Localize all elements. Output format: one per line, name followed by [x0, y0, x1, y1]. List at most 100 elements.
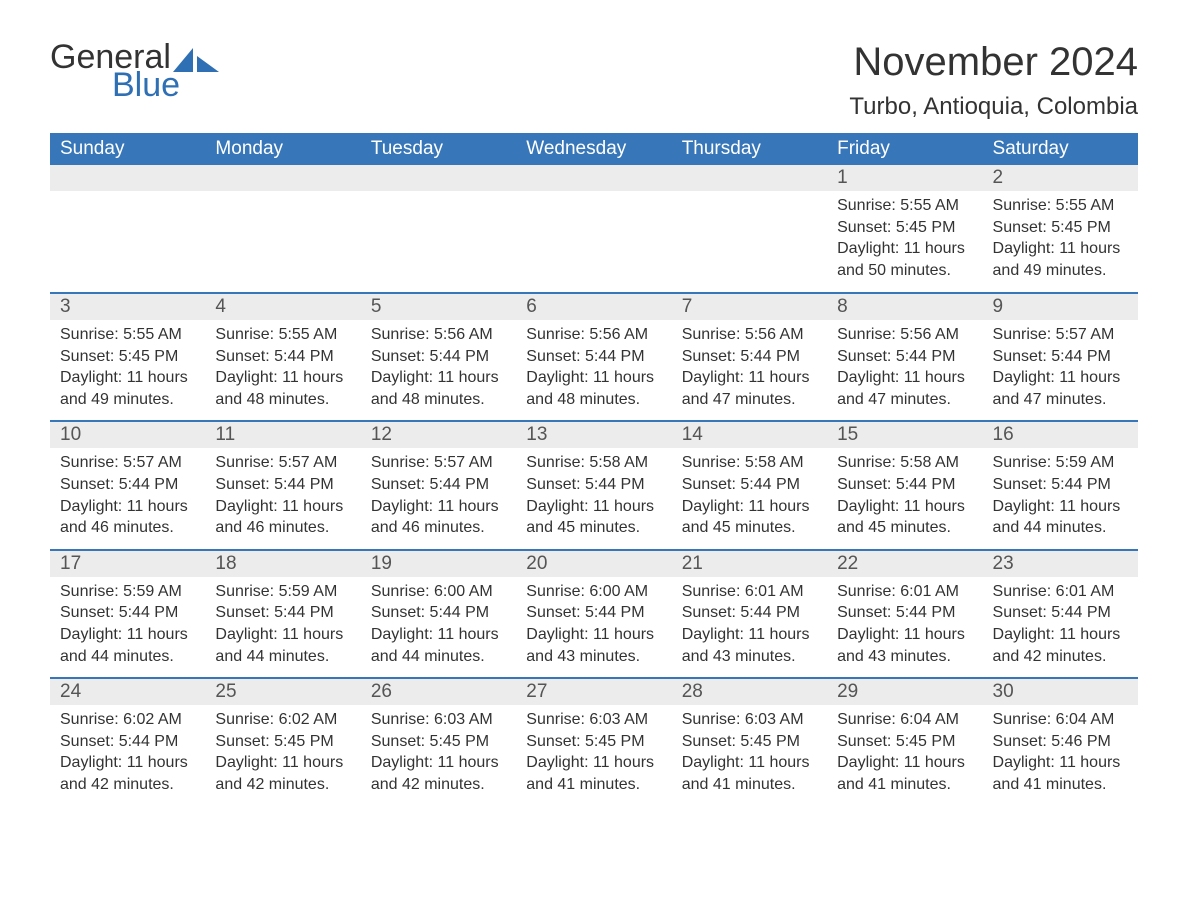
sunset-line: Sunset: 5:45 PM	[993, 217, 1128, 239]
day-cell: 16Sunrise: 5:59 AMSunset: 5:44 PMDayligh…	[983, 421, 1138, 549]
day-details: Sunrise: 6:03 AMSunset: 5:45 PMDaylight:…	[516, 705, 671, 805]
daylight-line: Daylight: 11 hours and 47 minutes.	[682, 367, 817, 410]
day-details: Sunrise: 6:04 AMSunset: 5:45 PMDaylight:…	[827, 705, 982, 805]
day-details: Sunrise: 6:03 AMSunset: 5:45 PMDaylight:…	[672, 705, 827, 805]
day-cell: 8Sunrise: 5:56 AMSunset: 5:44 PMDaylight…	[827, 293, 982, 421]
day-details: Sunrise: 6:03 AMSunset: 5:45 PMDaylight:…	[361, 705, 516, 805]
day-cell: 12Sunrise: 5:57 AMSunset: 5:44 PMDayligh…	[361, 421, 516, 549]
empty-cell	[672, 165, 827, 293]
day-details: Sunrise: 5:59 AMSunset: 5:44 PMDaylight:…	[983, 448, 1138, 548]
day-details: Sunrise: 5:56 AMSunset: 5:44 PMDaylight:…	[516, 320, 671, 420]
day-number: 23	[983, 551, 1138, 577]
day-number: 8	[827, 294, 982, 320]
sunrise-line: Sunrise: 6:04 AM	[837, 709, 972, 731]
dow-header-monday: Monday	[205, 133, 360, 165]
day-details: Sunrise: 5:57 AMSunset: 5:44 PMDaylight:…	[50, 448, 205, 548]
day-cell: 26Sunrise: 6:03 AMSunset: 5:45 PMDayligh…	[361, 678, 516, 806]
day-cell: 11Sunrise: 5:57 AMSunset: 5:44 PMDayligh…	[205, 421, 360, 549]
day-number	[205, 165, 360, 191]
day-details: Sunrise: 6:00 AMSunset: 5:44 PMDaylight:…	[516, 577, 671, 677]
day-cell: 29Sunrise: 6:04 AMSunset: 5:45 PMDayligh…	[827, 678, 982, 806]
sunset-line: Sunset: 5:44 PM	[993, 474, 1128, 496]
day-number	[672, 165, 827, 191]
sunset-line: Sunset: 5:45 PM	[682, 731, 817, 753]
day-number: 27	[516, 679, 671, 705]
day-cell: 30Sunrise: 6:04 AMSunset: 5:46 PMDayligh…	[983, 678, 1138, 806]
sunrise-line: Sunrise: 5:58 AM	[682, 452, 817, 474]
sunset-line: Sunset: 5:44 PM	[526, 602, 661, 624]
daylight-line: Daylight: 11 hours and 42 minutes.	[371, 752, 506, 795]
sunrise-line: Sunrise: 6:04 AM	[993, 709, 1128, 731]
day-cell: 2Sunrise: 5:55 AMSunset: 5:45 PMDaylight…	[983, 165, 1138, 293]
empty-cell	[205, 165, 360, 293]
daylight-line: Daylight: 11 hours and 45 minutes.	[682, 496, 817, 539]
day-details: Sunrise: 6:01 AMSunset: 5:44 PMDaylight:…	[983, 577, 1138, 677]
week-row: 3Sunrise: 5:55 AMSunset: 5:45 PMDaylight…	[50, 293, 1138, 421]
day-number: 10	[50, 422, 205, 448]
sunset-line: Sunset: 5:44 PM	[60, 731, 195, 753]
day-number: 1	[827, 165, 982, 191]
sunrise-line: Sunrise: 6:02 AM	[60, 709, 195, 731]
week-row: 1Sunrise: 5:55 AMSunset: 5:45 PMDaylight…	[50, 165, 1138, 293]
sunset-line: Sunset: 5:44 PM	[682, 602, 817, 624]
sunrise-line: Sunrise: 5:57 AM	[371, 452, 506, 474]
day-number: 20	[516, 551, 671, 577]
sunset-line: Sunset: 5:44 PM	[682, 346, 817, 368]
day-cell: 9Sunrise: 5:57 AMSunset: 5:44 PMDaylight…	[983, 293, 1138, 421]
sunset-line: Sunset: 5:44 PM	[837, 474, 972, 496]
sunset-line: Sunset: 5:44 PM	[526, 346, 661, 368]
day-cell: 20Sunrise: 6:00 AMSunset: 5:44 PMDayligh…	[516, 550, 671, 678]
sunrise-line: Sunrise: 5:59 AM	[993, 452, 1128, 474]
dow-header-wednesday: Wednesday	[516, 133, 671, 165]
empty-cell	[50, 165, 205, 293]
sunrise-line: Sunrise: 5:58 AM	[837, 452, 972, 474]
sunset-line: Sunset: 5:44 PM	[371, 602, 506, 624]
daylight-line: Daylight: 11 hours and 41 minutes.	[526, 752, 661, 795]
day-cell: 21Sunrise: 6:01 AMSunset: 5:44 PMDayligh…	[672, 550, 827, 678]
day-cell: 13Sunrise: 5:58 AMSunset: 5:44 PMDayligh…	[516, 421, 671, 549]
day-cell: 18Sunrise: 5:59 AMSunset: 5:44 PMDayligh…	[205, 550, 360, 678]
sunset-line: Sunset: 5:44 PM	[215, 602, 350, 624]
day-cell: 1Sunrise: 5:55 AMSunset: 5:45 PMDaylight…	[827, 165, 982, 293]
daylight-line: Daylight: 11 hours and 50 minutes.	[837, 238, 972, 281]
day-cell: 15Sunrise: 5:58 AMSunset: 5:44 PMDayligh…	[827, 421, 982, 549]
day-cell: 27Sunrise: 6:03 AMSunset: 5:45 PMDayligh…	[516, 678, 671, 806]
day-number: 4	[205, 294, 360, 320]
day-number: 21	[672, 551, 827, 577]
sunset-line: Sunset: 5:44 PM	[371, 346, 506, 368]
sunset-line: Sunset: 5:45 PM	[215, 731, 350, 753]
daylight-line: Daylight: 11 hours and 44 minutes.	[60, 624, 195, 667]
sunset-line: Sunset: 5:44 PM	[837, 346, 972, 368]
day-number: 17	[50, 551, 205, 577]
sunset-line: Sunset: 5:44 PM	[993, 346, 1128, 368]
day-number: 24	[50, 679, 205, 705]
sunset-line: Sunset: 5:44 PM	[837, 602, 972, 624]
sunrise-line: Sunrise: 6:03 AM	[526, 709, 661, 731]
day-cell: 7Sunrise: 5:56 AMSunset: 5:44 PMDaylight…	[672, 293, 827, 421]
daylight-line: Daylight: 11 hours and 46 minutes.	[371, 496, 506, 539]
day-details: Sunrise: 5:57 AMSunset: 5:44 PMDaylight:…	[205, 448, 360, 548]
day-number: 29	[827, 679, 982, 705]
sunrise-line: Sunrise: 5:59 AM	[60, 581, 195, 603]
day-cell: 24Sunrise: 6:02 AMSunset: 5:44 PMDayligh…	[50, 678, 205, 806]
sunrise-line: Sunrise: 6:02 AM	[215, 709, 350, 731]
logo-word-blue: Blue	[112, 68, 221, 102]
sunrise-line: Sunrise: 5:55 AM	[837, 195, 972, 217]
day-number: 5	[361, 294, 516, 320]
sunrise-line: Sunrise: 6:00 AM	[371, 581, 506, 603]
sunrise-line: Sunrise: 6:01 AM	[837, 581, 972, 603]
daylight-line: Daylight: 11 hours and 46 minutes.	[60, 496, 195, 539]
week-row: 24Sunrise: 6:02 AMSunset: 5:44 PMDayligh…	[50, 678, 1138, 806]
day-details: Sunrise: 6:02 AMSunset: 5:45 PMDaylight:…	[205, 705, 360, 805]
daylight-line: Daylight: 11 hours and 45 minutes.	[526, 496, 661, 539]
day-details: Sunrise: 5:55 AMSunset: 5:45 PMDaylight:…	[827, 191, 982, 291]
sunrise-line: Sunrise: 6:03 AM	[682, 709, 817, 731]
day-cell: 19Sunrise: 6:00 AMSunset: 5:44 PMDayligh…	[361, 550, 516, 678]
day-number	[516, 165, 671, 191]
day-number: 6	[516, 294, 671, 320]
dow-header-saturday: Saturday	[983, 133, 1138, 165]
empty-cell	[361, 165, 516, 293]
sunset-line: Sunset: 5:44 PM	[371, 474, 506, 496]
day-details: Sunrise: 5:58 AMSunset: 5:44 PMDaylight:…	[516, 448, 671, 548]
daylight-line: Daylight: 11 hours and 41 minutes.	[837, 752, 972, 795]
